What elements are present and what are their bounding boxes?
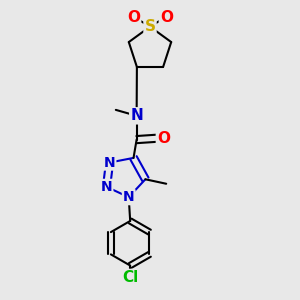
- Text: O: O: [127, 10, 140, 25]
- Text: O: O: [157, 130, 170, 146]
- Text: N: N: [130, 108, 143, 123]
- Text: Cl: Cl: [122, 270, 138, 285]
- Text: N: N: [101, 180, 112, 194]
- Text: N: N: [123, 190, 134, 204]
- Text: S: S: [145, 19, 155, 34]
- Text: N: N: [104, 156, 115, 170]
- Text: O: O: [160, 10, 173, 25]
